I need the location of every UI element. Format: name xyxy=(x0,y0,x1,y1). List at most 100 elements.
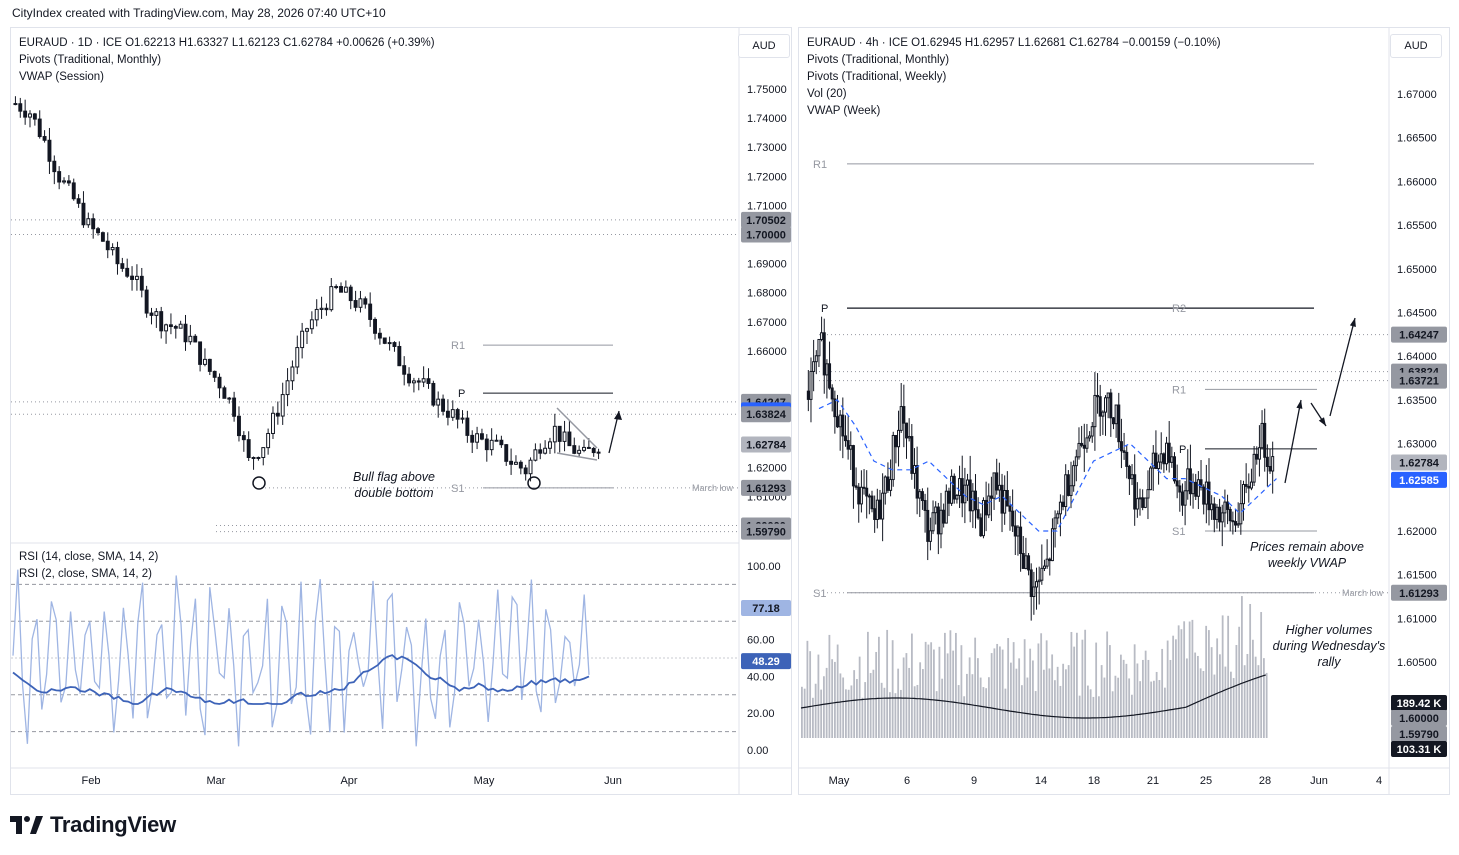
right-candle xyxy=(809,370,813,400)
right-volume-bar xyxy=(900,689,902,738)
right-candle xyxy=(984,499,988,516)
right-volume-bar xyxy=(801,686,803,738)
right-candle xyxy=(1255,453,1259,460)
left-legend-symbol: EURAUD · 1D · ICE O1.62213 H1.63327 L1.6… xyxy=(19,37,435,49)
left-price-tag-8-bg xyxy=(741,523,791,540)
right-volume-bar xyxy=(1158,680,1161,738)
left-candle xyxy=(494,439,499,442)
left-rsi-tag-1: 48.29 xyxy=(752,656,780,668)
right-candle xyxy=(931,512,935,532)
right-candle xyxy=(1090,426,1094,437)
right-candle xyxy=(1223,501,1227,514)
right-chart-panel[interactable]: 1.67000 1.66500 1.66000 1.65500 1.65000 1.645… xyxy=(798,27,1450,795)
left-price-label: 1.62000 xyxy=(747,462,787,474)
right-candle xyxy=(910,436,914,474)
right-x-label: 9 xyxy=(971,775,977,787)
right-volume-bar xyxy=(1106,631,1109,738)
right-candle xyxy=(1016,526,1020,537)
right-candle xyxy=(1228,508,1232,522)
left-price-tag-8: 1.59790 xyxy=(746,527,786,539)
left-candle xyxy=(504,444,509,462)
right-volume-bar xyxy=(1018,658,1021,738)
right-arrow-3-head xyxy=(1349,318,1356,327)
left-candle xyxy=(71,182,76,200)
right-price-tag-5-bg xyxy=(1391,584,1447,601)
left-candle xyxy=(130,275,135,280)
right-pivot-m-r1-label: R1 xyxy=(813,159,827,171)
right-volume-bar xyxy=(1238,626,1241,738)
right-legend-pivots-weekly: Pivots (Traditional, Weekly) xyxy=(807,71,947,83)
right-volume-bar xyxy=(1177,625,1180,738)
left-rsi-label: 0.00 xyxy=(747,745,768,757)
right-pivot-w-p-label: P xyxy=(1179,444,1186,456)
left-candle xyxy=(557,425,562,442)
left-price-tag-5: 1.62784 xyxy=(746,439,787,451)
right-candle xyxy=(870,495,874,510)
right-candle xyxy=(1119,441,1123,452)
left-candle xyxy=(188,335,193,343)
left-candle xyxy=(339,286,343,293)
left-candle xyxy=(309,319,314,330)
left-candle xyxy=(363,298,368,305)
right-volume-bar xyxy=(1073,646,1076,738)
left-chart-panel[interactable]: 1.75000 1.74000 1.73000 1.72000 1.71000 1.690… xyxy=(10,27,792,795)
left-candle xyxy=(586,446,591,449)
right-volume-bar xyxy=(894,693,897,738)
right-price-label: 1.66000 xyxy=(1397,176,1437,188)
right-candle xyxy=(1154,452,1158,470)
right-vol-tag-1: 1.60000 xyxy=(1399,713,1439,725)
left-candle xyxy=(13,103,18,106)
right-x-label: 25 xyxy=(1200,775,1212,787)
right-currency-button[interactable]: AUD xyxy=(1390,34,1442,58)
right-candle xyxy=(936,506,940,535)
left-candle xyxy=(149,312,154,316)
right-volume-bar xyxy=(869,673,872,738)
right-candle xyxy=(1082,444,1086,449)
right-volume-bar xyxy=(1095,642,1098,738)
right-candle xyxy=(1265,456,1269,467)
right-volume-bar xyxy=(952,650,955,738)
right-candle xyxy=(1194,481,1198,497)
left-rsi-legend-2: RSI (2, close, SMA, 14, 2) xyxy=(19,568,152,580)
right-candle xyxy=(939,509,943,535)
left-candle xyxy=(42,136,47,141)
right-arrow-3-line xyxy=(1329,317,1356,417)
left-price-tag-4: 1.63824 xyxy=(746,409,787,421)
right-candle xyxy=(859,486,863,505)
right-price-label: 1.64000 xyxy=(1397,351,1437,363)
left-candle xyxy=(353,300,358,308)
left-legend-vwap: VWAP (Session) xyxy=(19,71,104,83)
right-volume-bar xyxy=(1213,674,1216,738)
left-candle xyxy=(115,246,120,265)
right-candle xyxy=(1027,555,1031,571)
left-candle xyxy=(343,286,348,293)
right-volume-bar xyxy=(814,683,817,738)
right-volume-bar xyxy=(1254,656,1257,738)
right-volume-bar xyxy=(935,691,938,738)
right-volume-bar xyxy=(941,678,944,738)
right-volume-bar xyxy=(1197,655,1199,738)
right-volume-bar xyxy=(1007,638,1010,738)
left-candle xyxy=(489,439,494,451)
left-price-tag-6: 1.61293 xyxy=(746,483,786,495)
left-rsi-legend-14: RSI (14, close, SMA, 14, 2) xyxy=(19,551,159,563)
right-volume-bar xyxy=(968,657,971,738)
left-currency-button[interactable]: AUD xyxy=(738,34,790,58)
right-candle xyxy=(960,478,964,504)
tradingview-logo[interactable]: TradingView xyxy=(10,812,176,838)
right-volume-bar xyxy=(1015,668,1018,738)
left-candle xyxy=(227,397,232,400)
right-candle xyxy=(899,406,903,431)
right-candle xyxy=(1117,404,1121,443)
right-candle xyxy=(1056,513,1060,519)
right-chart-canvas[interactable]: 1.67000 1.66500 1.66000 1.65500 1.65000 1.645… xyxy=(799,28,1449,794)
right-candle xyxy=(897,429,901,448)
right-volume-bar xyxy=(803,688,806,738)
right-vol-tag-0-bg xyxy=(1391,695,1447,711)
right-volume-bar xyxy=(1219,654,1221,738)
right-volume-bar xyxy=(1153,680,1155,738)
right-volume-bar xyxy=(1164,687,1166,738)
right-volume-bar xyxy=(1243,665,1246,738)
right-volume-bar xyxy=(922,669,924,738)
left-chart-canvas[interactable]: 1.75000 1.74000 1.73000 1.72000 1.71000 1.690… xyxy=(11,28,791,794)
